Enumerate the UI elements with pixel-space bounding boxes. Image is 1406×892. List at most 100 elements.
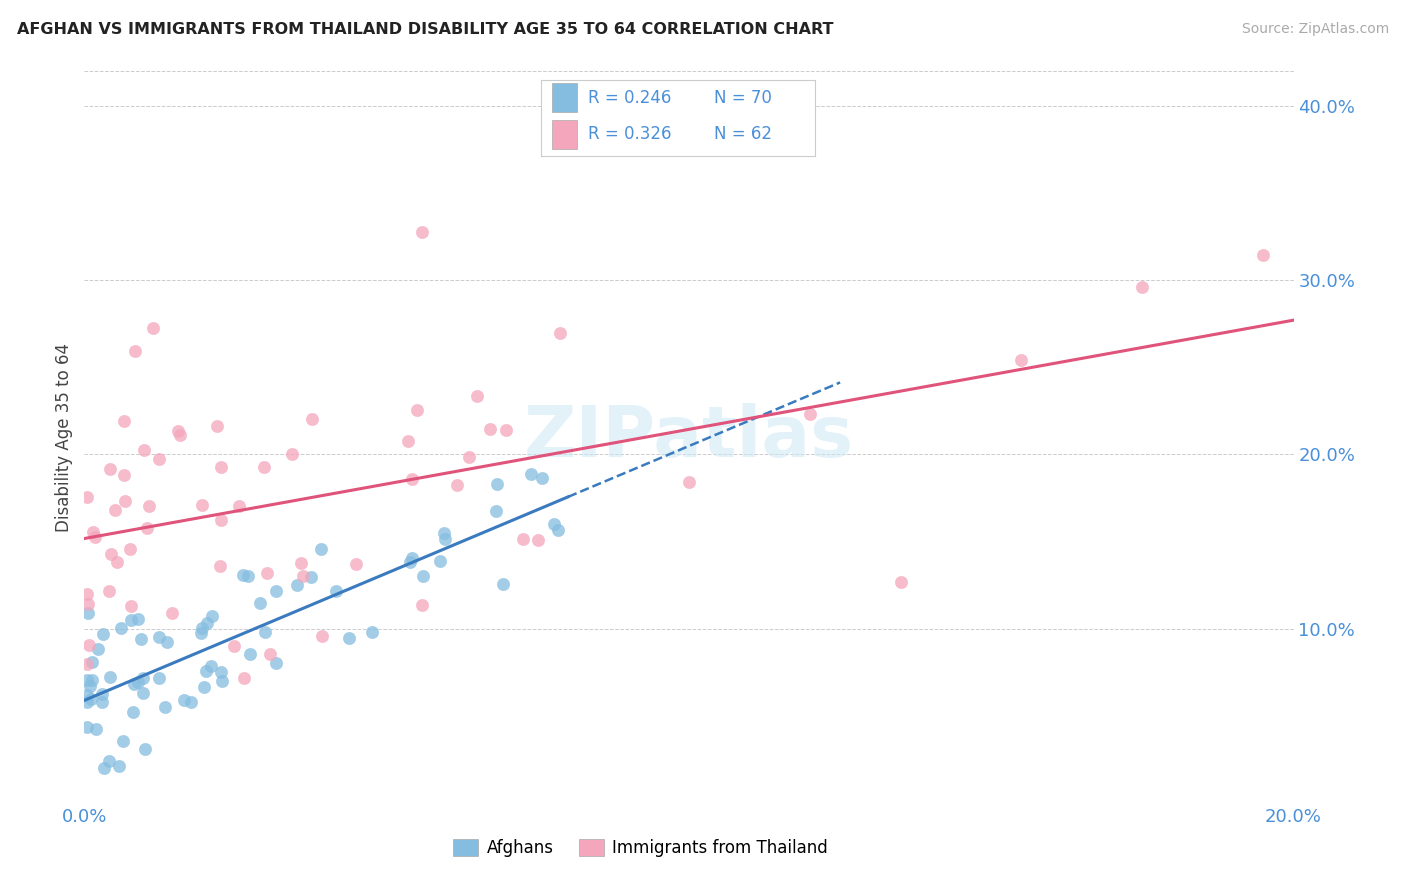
Point — [211, 513, 233, 527]
Point — [195, 664, 218, 678]
Point — [249, 596, 271, 610]
Point — [547, 524, 569, 538]
Point — [434, 532, 457, 546]
Point — [90, 687, 112, 701]
Point — [467, 389, 489, 403]
Point — [76, 720, 98, 734]
Point — [90, 695, 112, 709]
Point — [76, 587, 98, 601]
Point — [131, 671, 153, 685]
Point — [156, 635, 179, 649]
Point — [253, 625, 276, 640]
Point — [311, 629, 333, 643]
Point — [200, 659, 222, 673]
Text: N = 62: N = 62 — [714, 125, 772, 143]
Point — [191, 621, 214, 635]
Point — [446, 478, 468, 492]
Point — [485, 504, 508, 518]
Text: Source: ZipAtlas.com: Source: ZipAtlas.com — [1241, 22, 1389, 37]
Point — [83, 530, 105, 544]
Point — [1011, 352, 1033, 367]
Point — [411, 225, 433, 239]
Point — [291, 569, 314, 583]
Point — [76, 673, 98, 687]
Point — [360, 624, 382, 639]
Point — [93, 761, 115, 775]
Point — [222, 639, 245, 653]
Point — [160, 606, 183, 620]
Point — [209, 665, 232, 680]
Point — [433, 525, 456, 540]
Point — [80, 673, 103, 687]
Point — [337, 631, 360, 645]
Point — [120, 599, 142, 613]
Point — [155, 700, 177, 714]
Point — [264, 657, 287, 671]
Point — [1130, 279, 1153, 293]
Point — [209, 459, 232, 474]
Point — [76, 695, 98, 709]
Point — [309, 541, 332, 556]
Point — [120, 541, 142, 556]
Point — [77, 638, 100, 652]
Point — [486, 476, 509, 491]
Point — [406, 402, 429, 417]
Point — [127, 612, 149, 626]
Point — [173, 692, 195, 706]
Point — [259, 648, 281, 662]
Point — [107, 759, 129, 773]
Bar — [553, 120, 576, 149]
Point — [285, 577, 308, 591]
Point — [191, 498, 214, 512]
Y-axis label: Disability Age 35 to 64: Disability Age 35 to 64 — [55, 343, 73, 532]
Point — [124, 343, 146, 358]
Point — [412, 569, 434, 583]
Point — [239, 647, 262, 661]
Point — [138, 500, 160, 514]
Point — [122, 705, 145, 719]
Point — [211, 674, 233, 689]
Point — [398, 555, 420, 569]
Point — [127, 675, 149, 690]
Point — [134, 443, 156, 458]
Point — [148, 671, 170, 685]
Point — [76, 490, 98, 504]
Text: R = 0.246: R = 0.246 — [588, 88, 671, 107]
Point — [167, 424, 190, 438]
Legend: Afghans, Immigrants from Thailand: Afghans, Immigrants from Thailand — [447, 832, 834, 864]
Point — [228, 499, 250, 513]
Point — [401, 551, 423, 566]
Point — [148, 630, 170, 644]
Point — [132, 686, 155, 700]
Point — [195, 615, 218, 630]
Point — [80, 655, 103, 669]
Point — [100, 547, 122, 561]
Point — [411, 598, 433, 612]
Point — [84, 722, 107, 736]
Point — [527, 533, 550, 547]
Point — [396, 434, 419, 449]
Point — [76, 689, 98, 703]
Point — [236, 569, 259, 583]
Text: N = 70: N = 70 — [714, 88, 772, 107]
Point — [129, 632, 152, 646]
Point — [98, 583, 121, 598]
Point — [401, 472, 423, 486]
Point — [86, 642, 108, 657]
Point — [110, 621, 132, 635]
Point — [301, 412, 323, 426]
Point — [208, 558, 231, 573]
Point — [135, 520, 157, 534]
Point — [479, 422, 502, 436]
Point — [495, 424, 517, 438]
Point — [190, 625, 212, 640]
Text: R = 0.326: R = 0.326 — [588, 125, 672, 143]
Point — [76, 657, 98, 671]
Point — [890, 574, 912, 589]
Point — [82, 525, 104, 540]
Point — [512, 533, 534, 547]
Point — [520, 467, 543, 481]
Point — [104, 502, 127, 516]
Point — [122, 676, 145, 690]
Point — [80, 692, 103, 706]
